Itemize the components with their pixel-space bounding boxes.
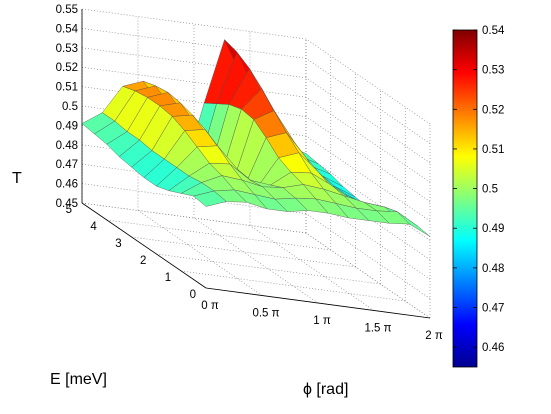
x-axis-label: ϕ [rad] xyxy=(303,381,348,398)
z-axis-label: T xyxy=(12,170,22,187)
grid-line xyxy=(305,38,431,125)
grid-line xyxy=(305,232,431,319)
y-tick-label: 0 xyxy=(190,289,196,301)
colorbar-ticks: 0.46 0.47 0.48 0.49 0.5 0.51 0.52 0.53 0.54 xyxy=(453,25,505,354)
surface-mesh xyxy=(81,39,431,237)
x-tick-label: 0.5 π xyxy=(252,308,279,320)
z-tick-label: 0.55 xyxy=(56,4,78,16)
z-tick-label: 0.53 xyxy=(56,43,78,55)
colorbar-tick-label: 0.54 xyxy=(482,25,505,37)
grid-line xyxy=(305,116,431,202)
z-tick-label: 0.45 xyxy=(56,198,78,210)
axis-line xyxy=(205,287,431,319)
grid-line xyxy=(305,77,431,164)
grid-line xyxy=(305,155,431,241)
x-tick-label: 1.5 π xyxy=(364,323,391,335)
colorbar-tick-label: 0.47 xyxy=(482,303,504,315)
axis-line xyxy=(81,202,207,289)
grid-line xyxy=(137,210,263,296)
x-tick-label: 0 π xyxy=(201,300,219,312)
grid-line xyxy=(305,213,431,299)
grid-line xyxy=(305,96,431,183)
colorbar-tick-label: 0.5 xyxy=(482,184,498,196)
colorbar-tick-label: 0.51 xyxy=(482,144,504,156)
x-tick-label: 2 π xyxy=(425,330,443,342)
z-tick-label: 0.47 xyxy=(56,159,78,171)
grid-line xyxy=(193,217,319,304)
colorbar-gradient xyxy=(452,29,478,368)
colorbar-tick-label: 0.48 xyxy=(482,263,504,275)
colorbar-tick-label: 0.46 xyxy=(482,342,504,354)
y-axis-label: E [meV] xyxy=(50,371,107,388)
grid-line xyxy=(305,58,431,144)
y-tick-label: 4 xyxy=(90,221,97,233)
axes-grid xyxy=(81,8,431,319)
grid-line xyxy=(305,135,431,222)
z-tick-label: 0.51 xyxy=(56,82,78,94)
grid-line xyxy=(249,225,375,311)
x-tick-label: 1 π xyxy=(313,315,331,327)
surface-patch xyxy=(397,211,431,237)
axis-ticks: 0.45 0.46 0.47 0.48 0.49 0.5 0.51 0.52 0.53 0.54 0… xyxy=(56,4,443,342)
grid-line xyxy=(305,193,431,280)
z-tick-label: 0.46 xyxy=(56,179,78,191)
colorbar-tick-label: 0.49 xyxy=(482,223,504,235)
colorbar-tick-label: 0.52 xyxy=(482,104,504,116)
y-tick-label: 3 xyxy=(115,238,121,250)
z-tick-label: 0.5 xyxy=(62,101,78,113)
y-tick-label: 5 xyxy=(66,204,72,216)
y-tick-label: 1 xyxy=(165,272,171,284)
z-tick-label: 0.48 xyxy=(56,140,78,152)
colorbar-tick-label: 0.53 xyxy=(482,65,504,77)
z-tick-label: 0.54 xyxy=(56,23,79,35)
z-tick-label: 0.52 xyxy=(56,62,78,74)
z-tick-label: 0.49 xyxy=(56,120,78,132)
colorbar: 0.46 0.47 0.48 0.49 0.5 0.51 0.52 0.53 0.54 xyxy=(452,25,505,368)
y-tick-label: 2 xyxy=(140,255,146,267)
